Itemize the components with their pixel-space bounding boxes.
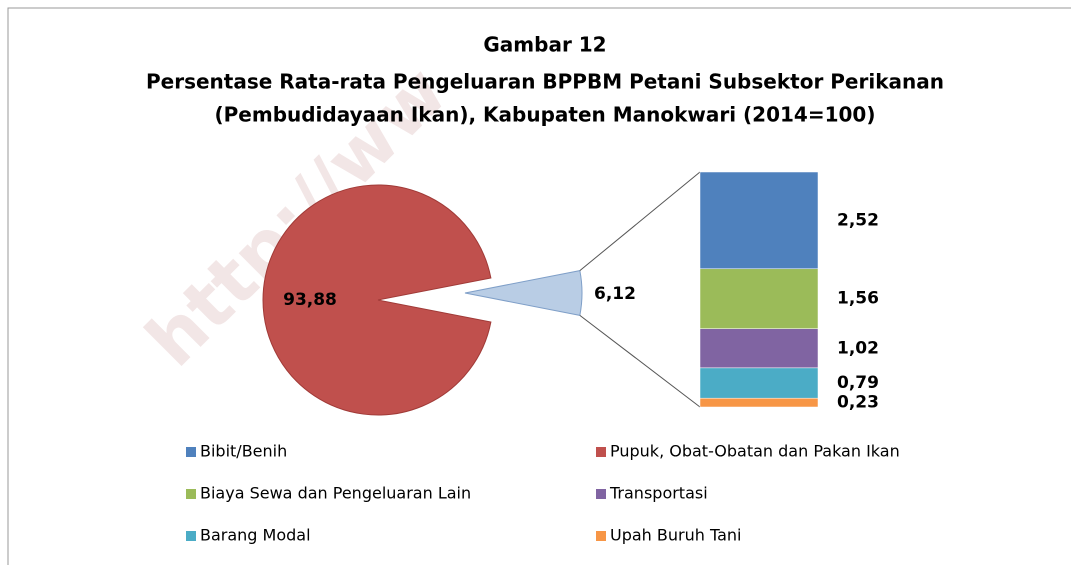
data-label: 0,23 bbox=[837, 393, 879, 413]
legend-swatch bbox=[596, 447, 606, 457]
data-label: 0,79 bbox=[837, 373, 879, 393]
legend-label: Transportasi bbox=[609, 484, 708, 503]
legend-label: Bibit/Benih bbox=[200, 442, 287, 461]
bar-segment bbox=[699, 328, 819, 369]
pie-slice bbox=[464, 270, 583, 316]
connector bbox=[579, 314, 701, 408]
legend-swatch bbox=[186, 489, 196, 499]
legend-label: Biaya Sewa dan Pengeluaran Lain bbox=[200, 484, 471, 503]
data-label: 2,52 bbox=[837, 210, 879, 230]
data-label: 1,02 bbox=[837, 338, 879, 358]
legend-swatch bbox=[186, 531, 196, 541]
bar-segment bbox=[699, 397, 819, 408]
pie-slice bbox=[262, 184, 492, 416]
legend-label: Upah Buruh Tani bbox=[610, 526, 741, 545]
data-label: 93,88 bbox=[283, 290, 337, 310]
legend-swatch bbox=[186, 447, 196, 457]
legend-label: Barang Modal bbox=[200, 526, 311, 545]
bar-segment bbox=[699, 268, 819, 329]
chart-title: Gambar 12 bbox=[483, 33, 606, 57]
data-label: 6,12 bbox=[594, 284, 636, 304]
connector bbox=[579, 171, 701, 272]
bar-segment bbox=[699, 367, 819, 399]
chart-frame bbox=[7, 7, 1071, 565]
bar-segment bbox=[699, 171, 819, 270]
data-label: 1,56 bbox=[837, 289, 879, 309]
legend-label: Pupuk, Obat-Obatan dan Pakan Ikan bbox=[610, 442, 900, 461]
legend-swatch bbox=[596, 531, 606, 541]
chart-subtitle: (Pembudidayaan Ikan), Kabupaten Manokwar… bbox=[214, 103, 875, 127]
chart-subtitle: Persentase Rata-rata Pengeluaran BPPBM P… bbox=[146, 70, 944, 94]
legend-swatch bbox=[596, 489, 606, 499]
